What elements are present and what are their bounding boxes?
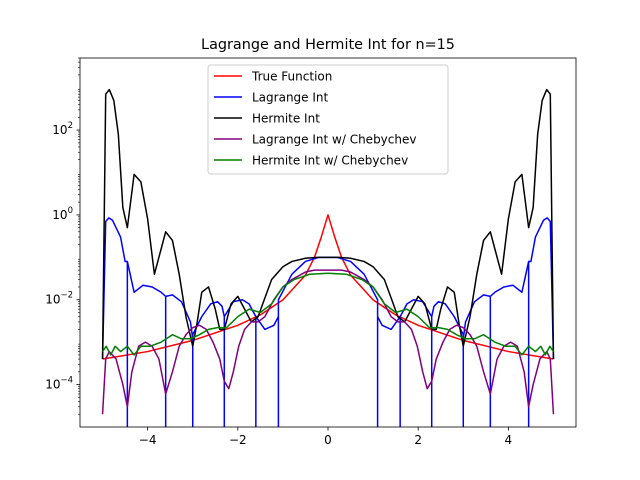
x-tick-label-4: 4 [505, 433, 513, 447]
legend-label-3: Lagrange Int w/ Chebychev [252, 133, 416, 147]
series-line-4 [101, 272, 555, 356]
legend-label-4: Hermite Int w/ Chebychev [252, 154, 408, 168]
legend-label-1: Lagrange Int [252, 91, 329, 105]
legend-label-0: True Function [251, 70, 332, 84]
y-axis: 10−4 10−2 100 102 [45, 57, 80, 415]
y-tick-label-1: 10−2 [45, 291, 73, 307]
y-tick-label-0: 10−4 [45, 376, 73, 392]
y-tick-label-2: 100 [52, 206, 73, 222]
series-line-0 [102, 214, 554, 360]
x-tick-label-2: 0 [324, 433, 332, 447]
legend-box [207, 64, 449, 175]
legend: True Function Lagrange Int Hermite Int Lagr… [207, 64, 449, 175]
series-layer [101, 88, 555, 427]
x-tick-label-0: −4 [139, 433, 157, 447]
x-tick-label-1: −2 [229, 433, 247, 447]
y-tick-label-3: 102 [52, 121, 73, 137]
x-tick-label-3: 2 [414, 433, 422, 447]
x-axis: −4 −2 0 2 4 [139, 427, 512, 447]
legend-label-2: Hermite Int [252, 112, 320, 126]
series-line-3 [101, 269, 555, 415]
series-line-2 [101, 88, 555, 360]
chart-title: Lagrange and Hermite Int for n=15 [201, 37, 455, 53]
